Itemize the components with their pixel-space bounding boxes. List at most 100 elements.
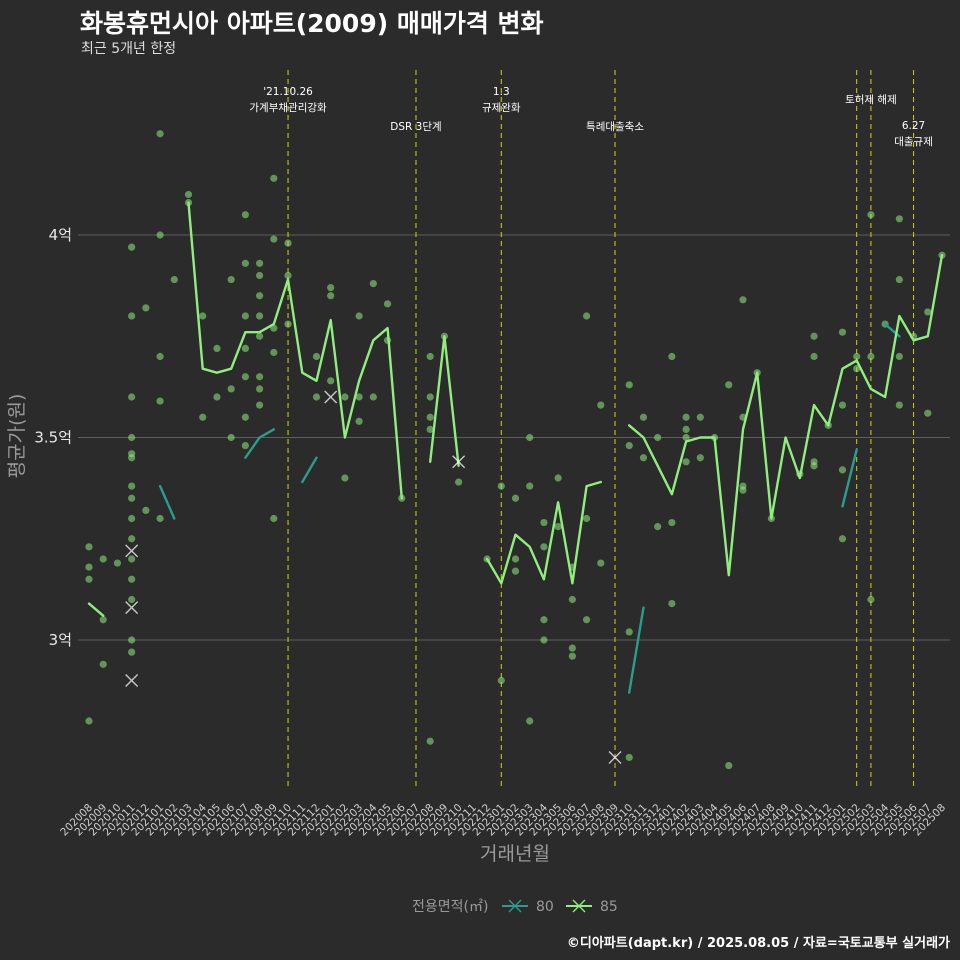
scatter-point <box>213 344 221 352</box>
scatter-point <box>241 312 249 320</box>
scatter-point <box>156 231 164 239</box>
scatter-point <box>312 393 321 401</box>
scatter-point <box>511 555 520 563</box>
series-line-85 <box>87 201 944 617</box>
scatter-point <box>270 235 278 243</box>
scatter-point <box>128 482 136 490</box>
event-label: 6.27 <box>902 120 925 132</box>
scatter-point <box>241 413 249 421</box>
event-label: 가계부채관리강화 <box>249 102 327 114</box>
scatter-point <box>327 377 335 385</box>
scatter-point <box>199 312 207 320</box>
event-label: DSR 3단계 <box>390 121 441 133</box>
event-label: 특례대출축소 <box>586 121 644 133</box>
scatter-point <box>241 442 249 450</box>
scatter-point <box>739 296 747 304</box>
scatter-point <box>895 401 903 409</box>
grid-lines <box>78 234 950 641</box>
scatter-point <box>625 381 633 389</box>
scatter-point <box>654 523 662 531</box>
cross-marker <box>452 455 466 469</box>
scatter-point <box>256 385 264 393</box>
scatter-point <box>128 393 136 401</box>
event-label: 토허제 해제 <box>845 93 897 106</box>
legend: 전용면적(㎡) 80 85 <box>412 899 618 915</box>
scatter-point <box>654 433 662 442</box>
scatter-points <box>85 130 946 770</box>
y-axis: 3억 3.5억 4억 <box>34 226 72 649</box>
event-label: 1.3 <box>493 86 510 98</box>
scatter-point <box>383 300 392 308</box>
scatter-point <box>270 514 278 523</box>
series-lines <box>87 201 944 693</box>
scatter-point <box>540 616 548 624</box>
scatter-point <box>867 211 875 219</box>
scatter-point <box>597 559 605 567</box>
scatter-point <box>355 417 363 425</box>
scatter-point <box>327 284 335 292</box>
scatter-point <box>511 494 520 502</box>
scatter-point <box>895 275 903 284</box>
scatter-point <box>511 567 520 575</box>
scatter-point <box>213 393 221 401</box>
scatter-point <box>639 454 648 462</box>
scatter-point <box>725 381 733 389</box>
scatter-point <box>142 304 150 312</box>
scatter-point <box>156 130 164 138</box>
scatter-point <box>810 332 818 340</box>
scatter-point <box>625 628 633 636</box>
scatter-point <box>184 190 193 199</box>
scatter-point <box>582 514 591 523</box>
scatter-point <box>895 215 903 223</box>
scatter-point <box>810 352 818 361</box>
scatter-point <box>341 393 349 401</box>
scatter-point <box>426 737 434 745</box>
scatter-point <box>682 458 690 466</box>
scatter-point <box>199 413 207 421</box>
scatter-point <box>327 292 335 300</box>
scatter-point <box>682 425 690 433</box>
legend-key-85 <box>566 899 592 913</box>
scatter-point <box>256 312 264 320</box>
scatter-point <box>838 328 847 336</box>
scatter-point <box>156 397 164 405</box>
scatter-point <box>142 506 150 514</box>
scatter-point <box>582 616 591 624</box>
scatter-point <box>540 518 548 527</box>
cross-marker <box>608 750 622 764</box>
scatter-point <box>568 595 576 604</box>
scatter-point <box>170 275 178 284</box>
scatter-point <box>526 433 534 442</box>
scatter-point <box>241 211 249 219</box>
scatter-point <box>725 761 733 770</box>
scatter-point <box>270 174 278 182</box>
scatter-point <box>284 271 292 280</box>
scatter-point <box>241 373 249 381</box>
scatter-point <box>128 494 136 502</box>
scatter-point <box>256 259 264 267</box>
scatter-point <box>455 478 463 486</box>
scatter-point <box>128 575 136 583</box>
scatter-point <box>582 312 591 320</box>
y-tick-label: 3억 <box>49 631 72 649</box>
scatter-point <box>284 239 292 247</box>
scatter-point <box>256 271 264 280</box>
scatter-point <box>696 454 704 462</box>
chart-title: 화봉휴먼시아 아파트(2009) 매매가격 변화 <box>80 9 544 38</box>
cross-marker <box>125 601 139 615</box>
scatter-point <box>867 595 875 604</box>
scatter-point <box>810 462 818 470</box>
scatter-point <box>426 413 434 421</box>
scatter-point <box>128 636 136 644</box>
scatter-point <box>369 280 377 288</box>
scatter-point <box>369 393 377 401</box>
scatter-point <box>625 753 633 762</box>
scatter-point <box>895 352 903 361</box>
scatter-point <box>426 425 434 433</box>
scatter-point <box>739 486 747 494</box>
scatter-point <box>284 320 292 328</box>
y-tick-label: 3.5억 <box>34 429 72 447</box>
scatter-point <box>128 312 136 320</box>
scatter-point <box>312 352 321 361</box>
